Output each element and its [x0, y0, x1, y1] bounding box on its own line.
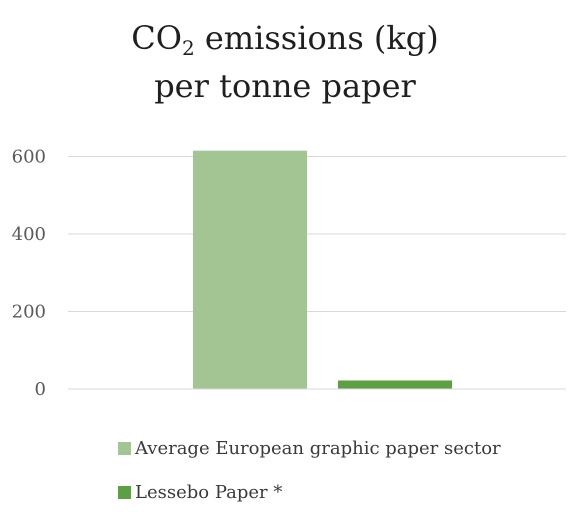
chart-title-line-1: CO2 emissions (kg): [0, 14, 570, 62]
legend-label-average-european: Average European graphic paper sector: [135, 438, 501, 459]
y-tick-label-400: 400: [12, 224, 46, 245]
y-tick-label-0: 0: [35, 379, 46, 400]
legend-swatch-lessebo-paper: [118, 486, 131, 499]
title-prefix: CO: [131, 19, 182, 57]
chart-title-line-2: per tonne paper: [154, 67, 416, 105]
bar-lessebo-paper: [338, 380, 452, 389]
legend-label-lessebo-paper: Lessebo Paper *: [135, 482, 283, 503]
chart-title: CO2 emissions (kg) per tonne paper: [0, 14, 570, 110]
y-tick-label-200: 200: [12, 302, 46, 323]
title-suffix: emissions (kg): [194, 19, 439, 57]
bar-average-european: [193, 150, 307, 389]
y-tick-label-600: 600: [12, 147, 46, 168]
y-axis-tick-labels: 0 200 400 600: [12, 147, 46, 401]
gridlines: [68, 156, 566, 312]
legend-item-lessebo-paper: Lessebo Paper *: [118, 482, 282, 503]
legend-swatch-average-european: [118, 442, 131, 455]
legend-item-average-european: Average European graphic paper sector: [118, 438, 501, 459]
bars: [193, 150, 452, 389]
title-subscript: 2: [181, 36, 195, 60]
